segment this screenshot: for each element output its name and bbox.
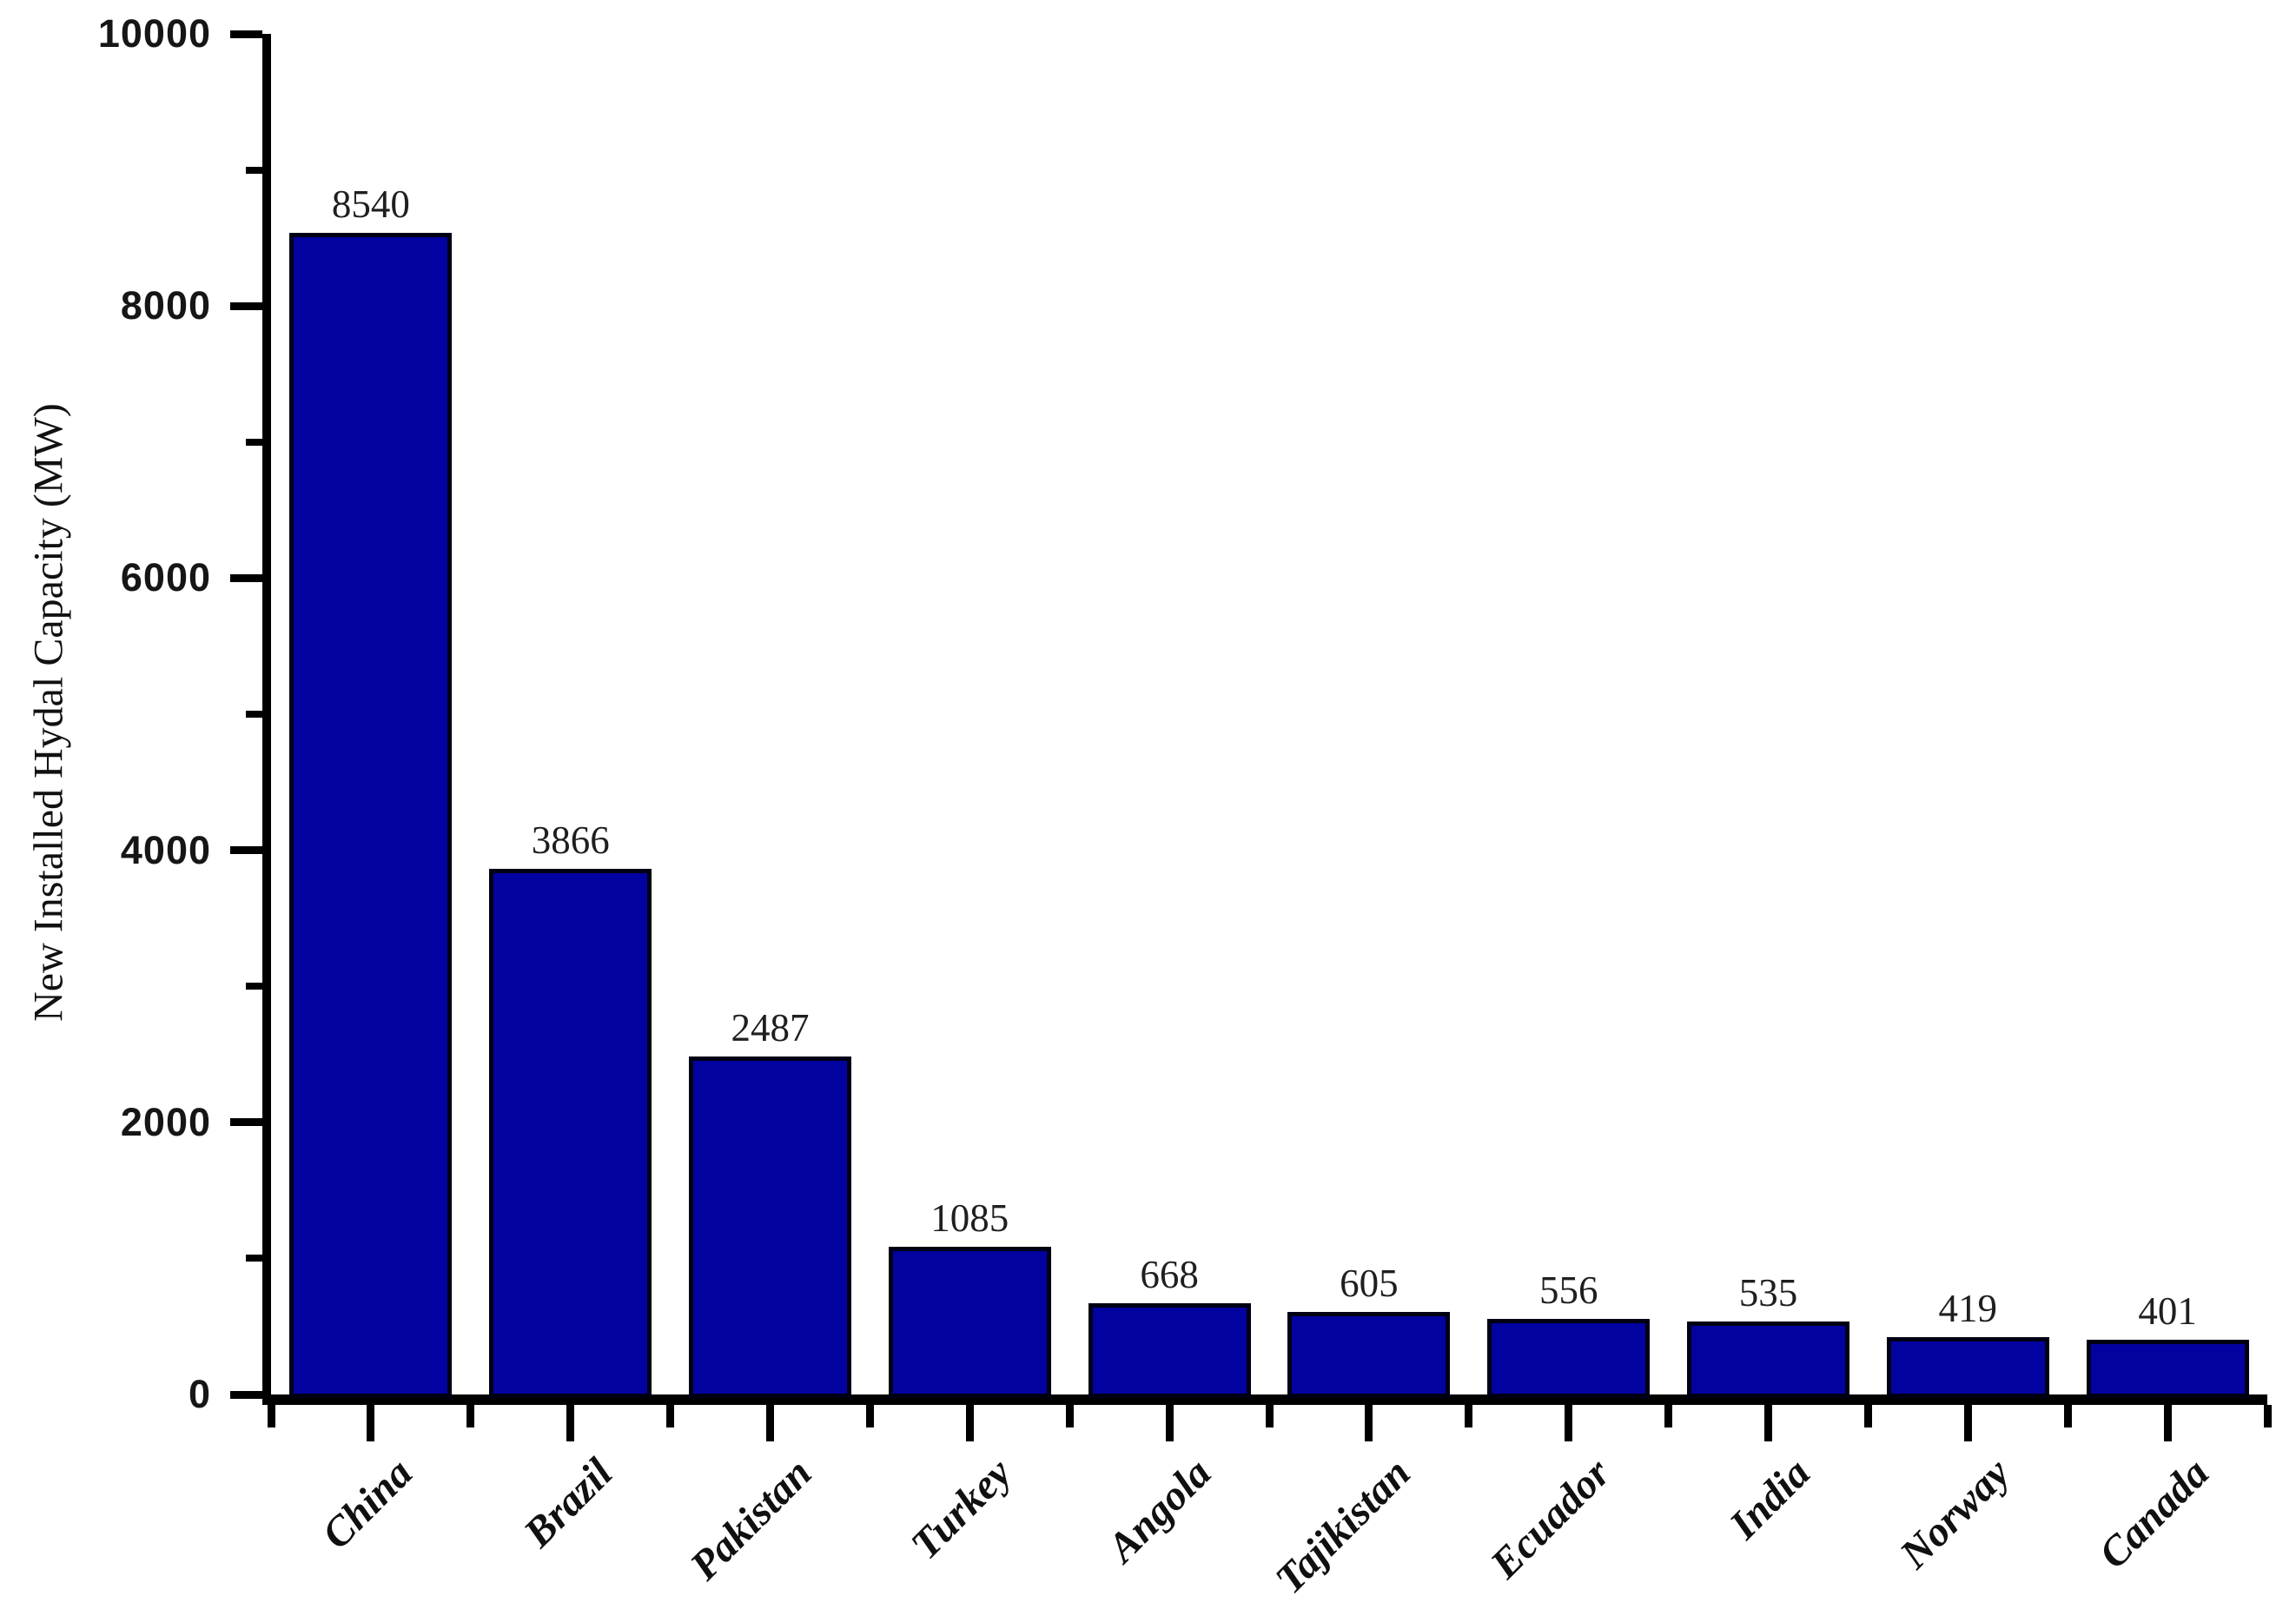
x-axis-minor-tick — [1265, 1405, 1274, 1427]
x-axis-major-tick — [2163, 1405, 2172, 1441]
x-axis-category-label: Canada — [2090, 1449, 2219, 1578]
y-axis-major-tick — [230, 301, 262, 310]
y-axis-minor-tick — [246, 711, 262, 718]
x-axis-minor-tick — [1863, 1405, 1872, 1427]
y-axis-title: New Installed Hydal Capacity (MW) — [25, 403, 72, 1022]
bar-india — [1687, 1321, 1849, 1398]
bar-value-label: 3866 — [531, 818, 610, 862]
bar-value-label: 668 — [1140, 1253, 1199, 1297]
y-axis-major-tick — [230, 1118, 262, 1127]
x-axis-category-label: China — [313, 1449, 422, 1558]
x-axis-minor-tick — [2263, 1405, 2272, 1427]
y-axis-tick-label: 10000 — [97, 11, 211, 56]
bar-canada — [2086, 1340, 2249, 1398]
x-axis-minor-tick — [267, 1405, 275, 1427]
y-axis-major-tick — [230, 573, 262, 582]
x-axis-minor-tick — [865, 1405, 874, 1427]
x-axis-category-label: India — [1720, 1449, 1819, 1548]
x-axis-minor-tick — [2063, 1405, 2072, 1427]
x-axis-major-tick — [1764, 1405, 1772, 1441]
bar-ecuador — [1487, 1318, 1651, 1398]
bar-turkey — [888, 1247, 1051, 1398]
x-axis-major-tick — [766, 1405, 774, 1441]
y-axis-minor-tick — [246, 166, 262, 174]
x-axis-category-label: Ecuador — [1481, 1449, 1619, 1587]
y-axis-tick-label: 6000 — [120, 555, 211, 600]
x-axis-category-label: Turkey — [902, 1449, 1021, 1568]
x-axis-major-tick — [1963, 1405, 1972, 1441]
bar-value-label: 535 — [1738, 1271, 1798, 1315]
bar-value-label: 8540 — [331, 182, 410, 226]
x-axis-major-tick — [1565, 1405, 1573, 1441]
bar-angola — [1088, 1303, 1251, 1398]
x-axis-category-label: Angola — [1098, 1449, 1221, 1572]
y-axis-tick-label: 4000 — [120, 827, 211, 872]
bar-value-label: 2487 — [731, 1005, 810, 1050]
bar-value-label: 401 — [2138, 1289, 2197, 1334]
x-axis-minor-tick — [1065, 1405, 1074, 1427]
x-axis-major-tick — [1365, 1405, 1373, 1441]
y-axis-minor-tick — [246, 983, 262, 990]
x-axis-major-tick — [367, 1405, 375, 1441]
x-axis-category-label: Pakistan — [681, 1449, 821, 1589]
x-axis-major-tick — [965, 1405, 974, 1441]
y-axis-minor-tick — [246, 1255, 262, 1262]
x-axis-major-tick — [566, 1405, 575, 1441]
bar-norway — [1886, 1337, 2049, 1398]
bar-value-label: 1085 — [930, 1196, 1009, 1241]
bar-pakistan — [689, 1056, 851, 1398]
y-axis-line — [262, 34, 271, 1405]
bar-china — [289, 232, 453, 1398]
y-axis-tick-label: 2000 — [120, 1099, 211, 1144]
bar-value-label: 419 — [1938, 1287, 1998, 1331]
bar-value-label: 556 — [1538, 1268, 1598, 1312]
x-axis-category-label: Brazil — [514, 1449, 621, 1557]
y-axis-major-tick — [230, 846, 262, 855]
y-axis-tick-label: 0 — [188, 1372, 211, 1416]
x-axis-category-label: Tajikistan — [1267, 1449, 1420, 1603]
bar-tajikistan — [1287, 1312, 1451, 1398]
y-axis-minor-tick — [246, 438, 262, 446]
x-axis-minor-tick — [466, 1405, 475, 1427]
x-axis-category-label: Norway — [1890, 1449, 2019, 1578]
x-axis-minor-tick — [1465, 1405, 1473, 1427]
bar-value-label: 605 — [1340, 1262, 1399, 1306]
x-axis-major-tick — [1165, 1405, 1174, 1441]
y-axis-tick-label: 8000 — [120, 283, 211, 328]
y-axis-major-tick — [230, 30, 262, 38]
y-axis-major-tick — [230, 1390, 262, 1399]
x-axis-minor-tick — [1664, 1405, 1673, 1427]
bar-brazil — [489, 868, 652, 1398]
x-axis-minor-tick — [666, 1405, 675, 1427]
